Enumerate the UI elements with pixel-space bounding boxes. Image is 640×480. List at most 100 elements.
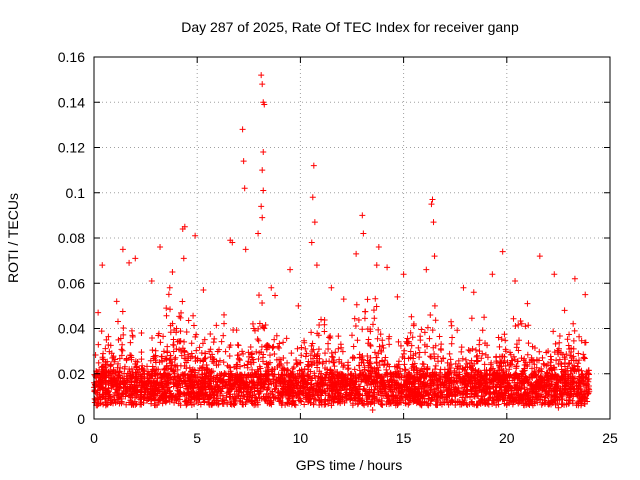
data-point [99, 354, 106, 361]
data-point [529, 387, 536, 394]
data-point [177, 314, 184, 321]
data-point [172, 354, 179, 361]
data-point [219, 400, 226, 407]
data-point [578, 395, 585, 402]
data-point [255, 337, 262, 344]
data-point [563, 351, 570, 358]
data-point [471, 401, 478, 408]
data-point [217, 388, 224, 395]
data-point [265, 368, 272, 375]
data-point [424, 324, 431, 331]
data-point [475, 367, 482, 374]
data-point [271, 336, 278, 343]
data-point [255, 356, 262, 363]
data-point [260, 149, 267, 156]
data-point [249, 400, 256, 407]
data-point [524, 351, 531, 358]
data-point [143, 385, 150, 392]
data-point [359, 392, 366, 399]
data-point [418, 401, 425, 408]
data-point [149, 391, 156, 398]
data-point [476, 384, 483, 391]
data-point [258, 203, 265, 210]
data-point [500, 379, 507, 386]
data-point [105, 333, 112, 340]
data-point [169, 359, 176, 366]
data-point [582, 291, 589, 298]
data-point [229, 239, 236, 246]
data-point [173, 325, 180, 332]
data-point [575, 379, 582, 386]
data-point [195, 367, 202, 374]
data-point [152, 347, 159, 354]
data-point [407, 348, 414, 355]
data-point [360, 359, 367, 366]
data-point [519, 368, 526, 375]
data-point [261, 325, 268, 332]
data-point [404, 340, 411, 347]
data-point [311, 370, 318, 377]
data-point [213, 322, 220, 329]
data-point [314, 380, 321, 387]
data-point [245, 383, 252, 390]
data-point [218, 338, 225, 345]
data-point [472, 375, 479, 382]
data-point [144, 363, 151, 370]
data-point [379, 342, 386, 349]
data-point [188, 373, 195, 380]
data-point [375, 350, 382, 357]
data-point [346, 396, 353, 403]
data-point [258, 379, 265, 386]
x-tick-label: 15 [396, 430, 412, 446]
data-point [460, 284, 467, 291]
data-point [296, 371, 303, 378]
data-point [271, 386, 278, 393]
data-point [510, 353, 517, 360]
data-point [196, 344, 203, 351]
data-point [190, 322, 197, 329]
data-point [420, 393, 427, 400]
data-point [448, 322, 455, 329]
data-point [555, 404, 562, 411]
data-point [469, 401, 476, 408]
data-point [561, 307, 568, 314]
data-point [422, 389, 429, 396]
data-point [518, 381, 525, 388]
data-point [347, 370, 354, 377]
data-point [585, 367, 592, 374]
data-point [565, 400, 572, 407]
data-point [118, 346, 125, 353]
data-point [187, 399, 194, 406]
data-point [436, 333, 443, 340]
data-point [194, 373, 201, 380]
data-point [569, 364, 576, 371]
data-point [322, 396, 329, 403]
data-point [239, 126, 246, 133]
data-point [545, 376, 552, 383]
data-point [227, 368, 234, 375]
data-point [103, 336, 110, 343]
data-point [355, 383, 362, 390]
data-point [236, 375, 243, 382]
data-point [437, 379, 444, 386]
data-point [144, 386, 151, 393]
data-point [541, 382, 548, 389]
data-point [294, 360, 301, 367]
data-point [297, 382, 304, 389]
data-point [446, 362, 453, 369]
data-point [408, 365, 415, 372]
data-point [98, 328, 105, 335]
data-point [331, 368, 338, 375]
data-point [553, 357, 560, 364]
data-point [437, 345, 444, 352]
data-point [293, 357, 300, 364]
data-point [352, 394, 359, 401]
data-point [170, 392, 177, 399]
data-point [359, 326, 366, 333]
data-point [132, 358, 139, 365]
data-point [220, 332, 227, 339]
data-point [548, 356, 555, 363]
data-point [448, 318, 455, 325]
data-point [367, 326, 374, 333]
data-point [173, 396, 180, 403]
